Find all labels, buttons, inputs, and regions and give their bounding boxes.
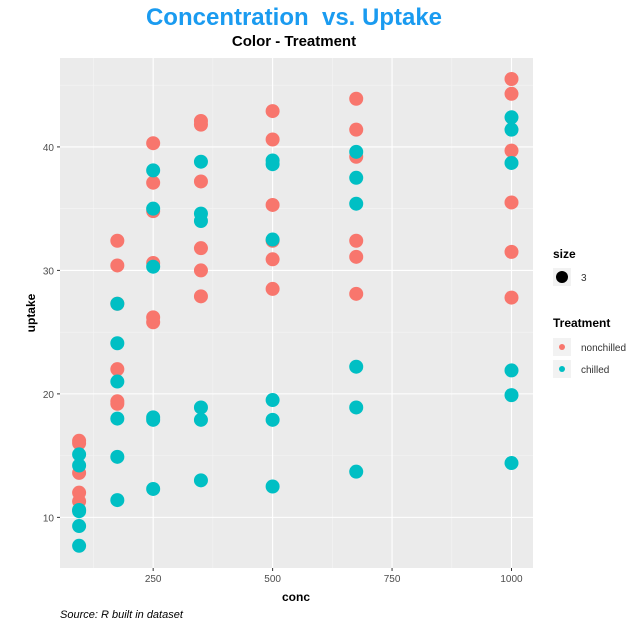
chart-subtitle: Color - Treatment — [232, 33, 356, 50]
point-chilled — [146, 201, 161, 216]
point-chilled — [265, 412, 280, 427]
point-nonchilled — [146, 310, 161, 325]
point-nonchilled — [349, 91, 364, 106]
chart-title: Concentration vs. Uptake — [146, 4, 442, 31]
size-legend-label: 3 — [581, 273, 587, 284]
y-tick-label: 10 — [43, 513, 55, 524]
point-chilled — [72, 458, 87, 473]
point-nonchilled — [504, 290, 519, 305]
point-chilled — [110, 336, 125, 351]
point-chilled — [265, 479, 280, 494]
point-nonchilled — [504, 195, 519, 210]
point-nonchilled — [504, 86, 519, 101]
point-chilled — [349, 359, 364, 374]
point-chilled — [504, 155, 519, 170]
point-nonchilled — [504, 244, 519, 259]
point-nonchilled — [72, 485, 87, 500]
point-chilled — [72, 519, 87, 534]
point-chilled — [110, 374, 125, 389]
point-chilled — [72, 447, 87, 462]
point-nonchilled — [193, 113, 208, 128]
point-nonchilled — [110, 362, 125, 377]
point-chilled — [146, 259, 161, 274]
legend-label-nonchilled: nonchilled — [581, 343, 626, 354]
point-chilled — [193, 473, 208, 488]
x-tick-label: 1000 — [500, 574, 523, 585]
size-legend-key — [556, 271, 568, 283]
point-nonchilled — [146, 136, 161, 151]
y-tick-label: 30 — [43, 266, 55, 277]
x-tick-label: 500 — [264, 574, 281, 585]
point-chilled — [110, 296, 125, 311]
point-chilled — [146, 410, 161, 425]
point-chilled — [193, 214, 208, 229]
point-nonchilled — [349, 122, 364, 137]
size-legend-title: size — [553, 247, 576, 261]
caption: Source: R built in dataset — [60, 609, 184, 621]
point-chilled — [265, 232, 280, 247]
point-chilled — [193, 400, 208, 415]
point-nonchilled — [349, 233, 364, 248]
point-nonchilled — [265, 252, 280, 267]
axes: 250 500 750 1000 10 20 30 40 — [43, 143, 523, 585]
point-chilled — [504, 388, 519, 403]
point-chilled — [349, 170, 364, 185]
point-nonchilled — [110, 396, 125, 411]
point-chilled — [349, 400, 364, 415]
legend-key-chilled — [559, 366, 565, 372]
point-chilled — [72, 504, 87, 519]
point-chilled — [265, 393, 280, 408]
x-axis-label: conc — [282, 590, 310, 604]
point-nonchilled — [110, 258, 125, 273]
point-nonchilled — [72, 433, 87, 448]
legend-key-nonchilled — [559, 344, 565, 350]
point-chilled — [504, 363, 519, 378]
color-legend: Treatment nonchilled chilled — [553, 316, 626, 378]
size-legend: size 3 — [553, 247, 587, 286]
point-nonchilled — [265, 104, 280, 119]
point-chilled — [146, 163, 161, 178]
legend-label-chilled: chilled — [581, 365, 609, 376]
point-nonchilled — [146, 175, 161, 190]
point-nonchilled — [193, 174, 208, 189]
point-chilled — [504, 110, 519, 125]
point-chilled — [504, 122, 519, 137]
x-tick-label: 750 — [384, 574, 401, 585]
point-chilled — [349, 464, 364, 479]
point-chilled — [349, 196, 364, 211]
point-nonchilled — [193, 241, 208, 256]
points — [72, 71, 519, 553]
point-chilled — [146, 481, 161, 496]
point-chilled — [504, 456, 519, 471]
point-chilled — [265, 157, 280, 172]
point-nonchilled — [265, 132, 280, 147]
point-nonchilled — [193, 263, 208, 278]
point-nonchilled — [504, 143, 519, 158]
point-nonchilled — [265, 281, 280, 296]
plot-panel — [60, 58, 533, 568]
point-chilled — [110, 411, 125, 426]
x-tick-label: 250 — [145, 574, 162, 585]
point-nonchilled — [349, 249, 364, 264]
point-nonchilled — [110, 233, 125, 248]
point-chilled — [193, 154, 208, 169]
point-nonchilled — [349, 286, 364, 301]
y-tick-label: 40 — [43, 143, 55, 154]
point-nonchilled — [504, 71, 519, 86]
y-axis-label: uptake — [24, 293, 38, 332]
point-chilled — [349, 144, 364, 159]
point-chilled — [110, 449, 125, 464]
point-nonchilled — [265, 197, 280, 212]
color-legend-title: Treatment — [553, 316, 610, 330]
y-tick-label: 20 — [43, 390, 55, 401]
point-chilled — [193, 412, 208, 427]
point-chilled — [110, 493, 125, 508]
point-chilled — [72, 538, 87, 553]
point-nonchilled — [193, 289, 208, 304]
